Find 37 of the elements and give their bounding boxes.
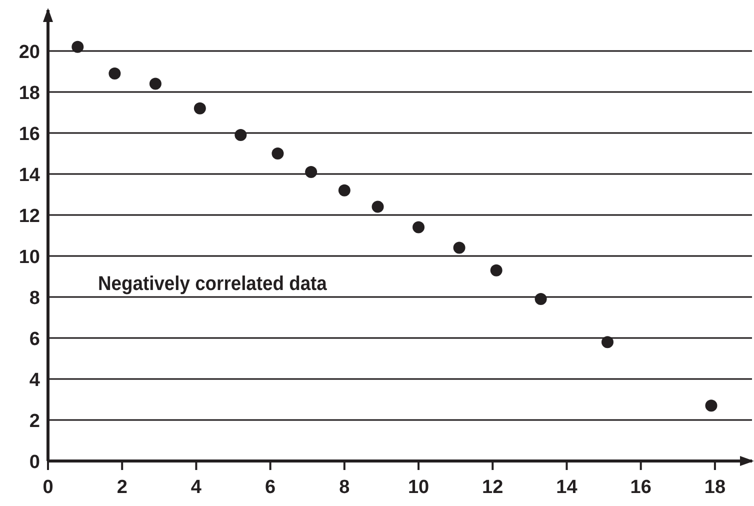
x-tick-label: 8 bbox=[339, 477, 350, 498]
x-tick-label: 10 bbox=[408, 477, 430, 498]
point bbox=[412, 221, 425, 234]
y-tick-label: 4 bbox=[29, 370, 40, 391]
y-tick-label: 18 bbox=[18, 83, 40, 104]
y-tick-label: 16 bbox=[18, 124, 40, 145]
x-tick-label: 6 bbox=[265, 477, 276, 498]
point bbox=[705, 400, 718, 412]
point bbox=[272, 148, 284, 160]
y-tick-label: 0 bbox=[29, 452, 40, 473]
y-tick-label: 10 bbox=[18, 247, 40, 268]
y-tick-label: 20 bbox=[18, 42, 40, 63]
x-tick-label: 2 bbox=[116, 477, 128, 498]
point bbox=[453, 242, 466, 254]
y-tick-label: 6 bbox=[29, 329, 40, 350]
x-tick-label: 14 bbox=[556, 477, 578, 498]
point bbox=[490, 264, 502, 276]
x-tick-label: 18 bbox=[704, 477, 726, 498]
y-tick-label: 8 bbox=[29, 288, 40, 309]
y-tick-label: 12 bbox=[18, 206, 40, 227]
point bbox=[372, 200, 384, 213]
y-tick-label: 14 bbox=[18, 165, 40, 186]
point bbox=[108, 68, 121, 80]
x-tick-label: 16 bbox=[630, 477, 652, 498]
point bbox=[194, 102, 206, 114]
point bbox=[72, 40, 84, 53]
point bbox=[305, 166, 318, 178]
point bbox=[601, 336, 614, 348]
point bbox=[338, 184, 350, 196]
x-tick-label: 0 bbox=[42, 477, 54, 498]
annotation: Negatively correlated data bbox=[98, 273, 328, 296]
x-tick-label: 4 bbox=[190, 477, 202, 498]
point bbox=[234, 129, 247, 142]
point bbox=[149, 78, 162, 90]
x-tick-label: 12 bbox=[482, 477, 504, 498]
point bbox=[534, 293, 547, 306]
y-tick-label: 2 bbox=[29, 411, 40, 432]
